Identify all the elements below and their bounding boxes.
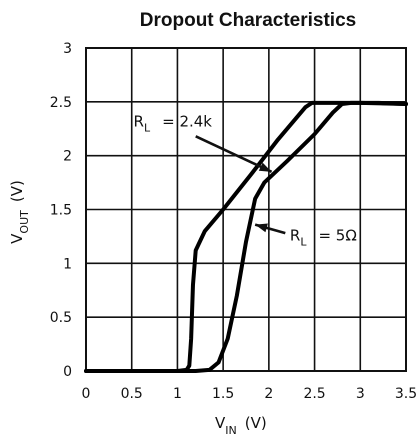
series-rl-5ohm-line: [84, 100, 408, 373]
annotation-rl-2-4k: RL = 2.4k: [134, 113, 273, 173]
y-tick-label: 0: [63, 364, 72, 380]
x-axis-main: V: [215, 414, 226, 432]
x-tick-label: 1.5: [212, 386, 234, 402]
annotation-rl-5ohm-label-value: = 5Ω: [318, 227, 356, 245]
y-tick-label: 1: [63, 256, 72, 272]
y-tick-label: 0.5: [50, 310, 72, 326]
annotation-rl-2-4k-label-sub: L: [144, 122, 151, 135]
x-tick-label: 2.5: [303, 386, 325, 402]
annotation-rl-2-4k-label-main: R: [134, 113, 144, 131]
svg-text:VOUT(V): VOUT (V): [8, 180, 31, 244]
x-tick-label: 0.5: [121, 386, 143, 402]
x-axis-label: VIN (V): [215, 414, 267, 437]
chart-title: Dropout Characteristics: [140, 10, 356, 31]
annotation-rl-2-4k-label-value: = 2.4k: [162, 113, 212, 131]
annotation-rl-5ohm-arrowhead: [255, 223, 268, 233]
annotation-rl-5ohm-label: RL = 5Ω: [290, 227, 357, 249]
x-tick-label: 2: [264, 386, 273, 402]
x-tick-label: 0: [82, 386, 91, 402]
series-lines: [84, 100, 408, 373]
y-tick-label: 3: [63, 41, 72, 57]
x-tick-label: 3.5: [395, 386, 417, 402]
x-axis-unit: (V): [245, 414, 267, 432]
x-tick-label: 3: [356, 386, 365, 402]
y-axis-main: V: [8, 233, 26, 244]
y-axis-sub: OUT: [18, 210, 31, 234]
annotation-rl-2-4k-leader: [195, 135, 273, 173]
x-axis-sub: IN: [225, 424, 236, 437]
annotation-rl-2-4k-arrowhead: [258, 162, 272, 172]
x-tick-label: 1: [173, 386, 182, 402]
y-tick-label: 2.5: [50, 95, 72, 111]
tick-labels: 0 0.5 1 1.5 2 2.5 3 3.5 0 0.5 1 1.5 2 2.5 3: [50, 41, 417, 402]
annotation-rl-5ohm-label-sub: L: [300, 236, 307, 249]
y-axis-unit: (V): [8, 180, 26, 202]
svg-text:VIN(V): VIN (V): [215, 414, 267, 437]
series-rl-2-4k-line: [84, 100, 408, 373]
y-axis-label: VOUT (V): [8, 180, 31, 244]
y-tick-label: 2: [63, 149, 72, 165]
plot-frame: [85, 47, 407, 372]
annotation-rl-2-4k-label: RL = 2.4k: [134, 113, 213, 135]
annotation-rl-5ohm: RL = 5Ω: [254, 223, 357, 249]
y-tick-label: 1.5: [50, 203, 72, 219]
annotation-rl-5ohm-label-main: R: [290, 227, 300, 245]
grid: [85, 47, 407, 372]
